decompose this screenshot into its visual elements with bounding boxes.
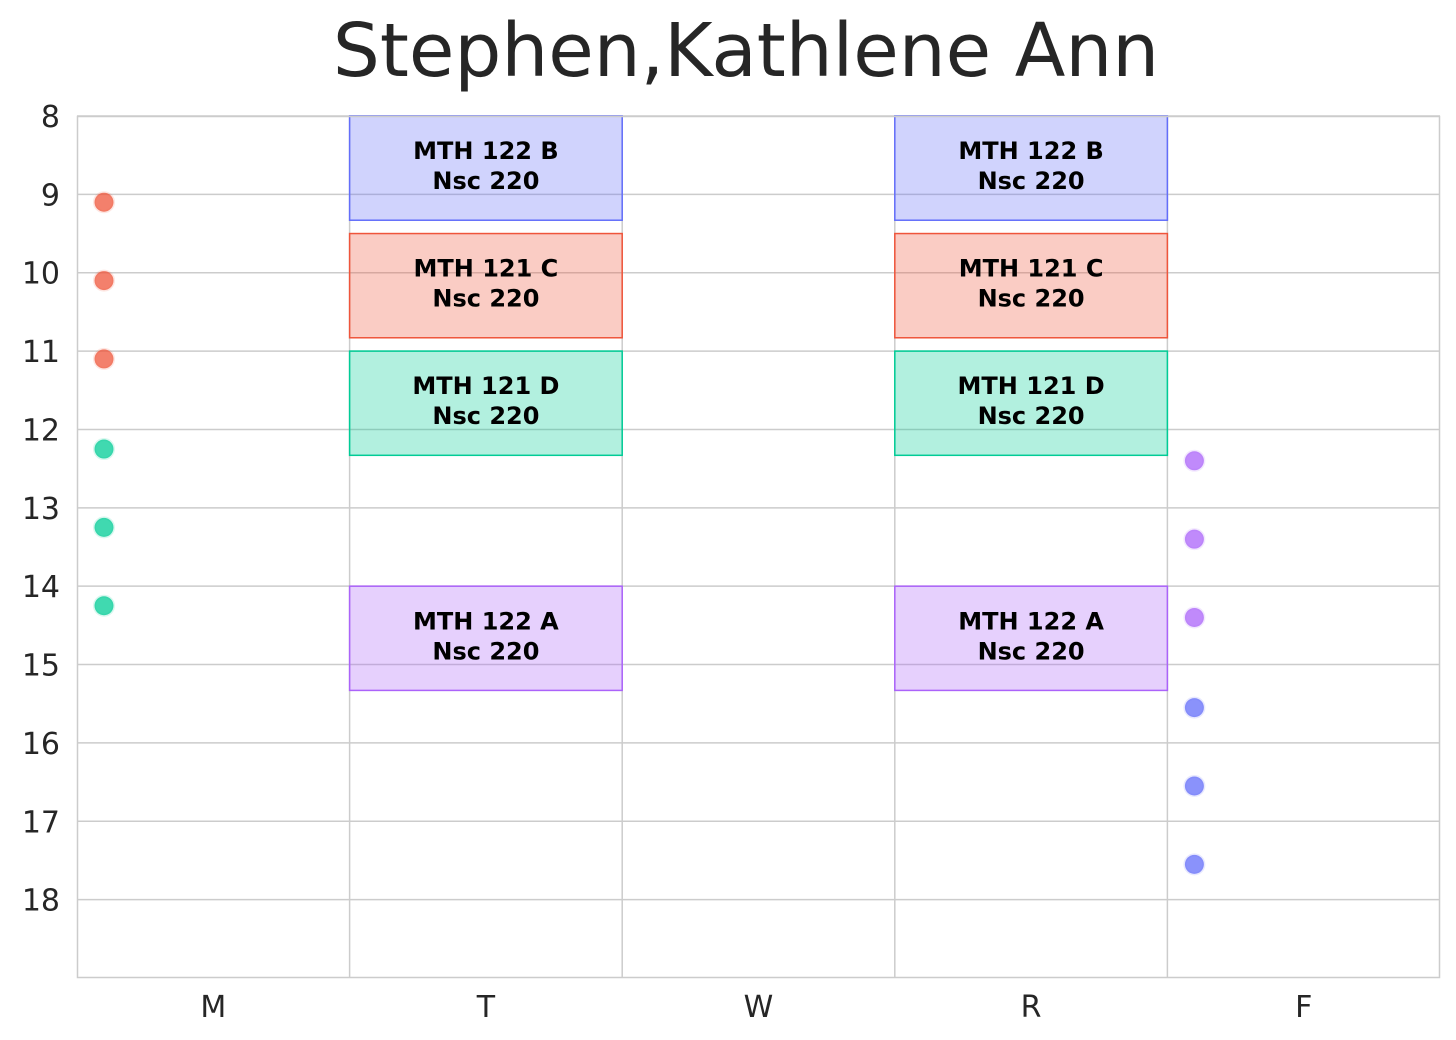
y-ticks: 8 9 10 11 12 13 14 15 16 17 18 — [22, 100, 60, 919]
y-tick-label: 14 — [22, 570, 60, 605]
block-course-label: MTH 121 D — [958, 372, 1105, 400]
block-course-label: MTH 121 D — [412, 372, 559, 400]
y-tick-label: 12 — [22, 413, 60, 448]
data-point — [93, 438, 115, 461]
y-tick-label: 13 — [22, 492, 60, 527]
class-block — [348, 115, 623, 221]
block-course-label: MTH 121 C — [959, 255, 1104, 283]
y-tick-label: 17 — [22, 805, 60, 840]
class-block — [348, 585, 623, 692]
x-tick-label: T — [476, 990, 496, 1025]
block-course-label: MTH 122 A — [958, 607, 1104, 635]
block-room-label: Nsc 220 — [978, 637, 1085, 665]
x-tick-label: R — [1021, 990, 1042, 1025]
block-course-label: MTH 122 B — [413, 137, 558, 165]
plot-frame — [76, 115, 1441, 979]
class-block — [348, 232, 623, 339]
chart-title: Stephen,Kathlene Ann — [333, 8, 1159, 94]
data-point — [1183, 775, 1206, 798]
class-block — [348, 350, 623, 457]
y-tick-label: 9 — [41, 178, 60, 213]
block-room-label: Nsc 220 — [978, 167, 1085, 195]
block-room-label: Nsc 220 — [432, 167, 539, 195]
x-tick-label: M — [200, 990, 226, 1025]
block-room-label: Nsc 220 — [978, 285, 1085, 313]
points — [93, 191, 1206, 876]
block-room-label: Nsc 220 — [978, 402, 1085, 430]
y-tick-label: 11 — [22, 335, 60, 370]
block-course-label: MTH 121 C — [414, 255, 559, 283]
class-block — [894, 115, 1169, 221]
y-tick-label: 15 — [22, 649, 60, 684]
class-block — [894, 232, 1169, 339]
y-tick-label: 8 — [41, 100, 60, 135]
block-room-label: Nsc 220 — [432, 402, 539, 430]
data-point — [1183, 449, 1206, 472]
x-tick-label: F — [1295, 990, 1312, 1025]
data-point — [1183, 606, 1206, 629]
class-block — [894, 350, 1169, 457]
x-tick-label: W — [744, 990, 774, 1025]
class-block — [894, 585, 1169, 692]
block-room-label: Nsc 220 — [432, 285, 539, 313]
block-room-label: Nsc 220 — [432, 637, 539, 665]
data-point — [1183, 853, 1206, 876]
data-point — [93, 347, 115, 370]
y-tick-label: 18 — [22, 884, 60, 919]
data-point — [93, 516, 115, 539]
block-course-label: MTH 122 B — [958, 137, 1103, 165]
data-point — [1183, 528, 1206, 551]
data-point — [1183, 696, 1206, 719]
data-point — [93, 191, 115, 214]
block-course-label: MTH 122 A — [413, 607, 559, 635]
data-point — [93, 594, 115, 617]
y-tick-label: 10 — [22, 257, 60, 292]
y-tick-label: 16 — [22, 727, 60, 762]
data-point — [93, 269, 115, 292]
grid — [77, 115, 1440, 978]
